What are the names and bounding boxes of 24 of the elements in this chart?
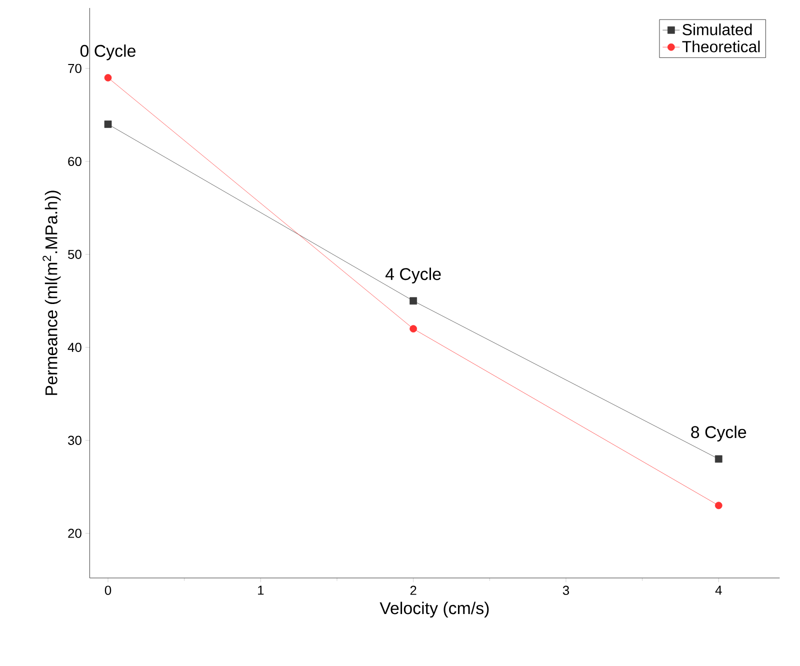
annotation: 8 Cycle: [691, 426, 746, 442]
x-tick-label: 1: [258, 586, 264, 595]
y-axis-title: Permeance (ml(m$^{2}$.MPa.h)): [42, 190, 61, 395]
y-tick-label: 60: [68, 156, 82, 166]
annotation: 0 Cycle: [80, 44, 136, 60]
x-tick-label: 4: [715, 586, 722, 595]
point: [714, 502, 722, 510]
legend-label: Theoretical: [682, 40, 760, 52]
point: [714, 455, 722, 463]
y-tick-label: 30: [68, 436, 82, 445]
y-tick-label: 40: [68, 342, 82, 352]
point: [410, 297, 418, 305]
annotation: 4 Cycle: [385, 268, 441, 284]
point: [104, 74, 112, 82]
x-axis-title: Velocity (cm/s): [380, 602, 489, 618]
x-tick-label: 2: [410, 586, 416, 595]
y-tick-label: 50: [68, 250, 82, 259]
y-tick-label: 20: [68, 528, 82, 538]
legend-label: Simulated: [682, 24, 752, 36]
x-tick-label: 3: [562, 586, 570, 595]
x-tick-label: 0: [104, 586, 112, 595]
y-tick-label: 70: [68, 64, 82, 74]
point: [410, 325, 418, 332]
point: [104, 120, 112, 128]
